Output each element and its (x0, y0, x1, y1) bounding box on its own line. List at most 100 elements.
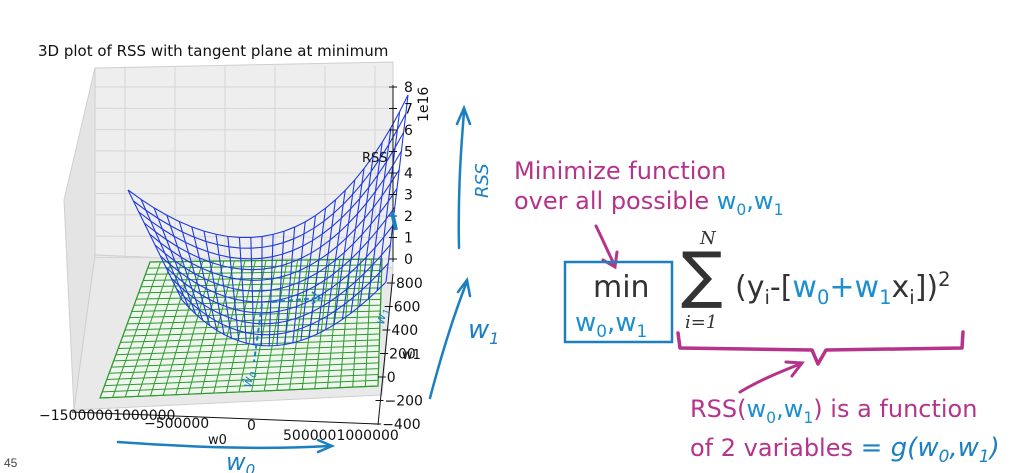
surface-gridline (385, 94, 409, 283)
rss-surface (127, 94, 409, 347)
plane-gridline (352, 259, 362, 388)
surface-gridline (250, 237, 255, 345)
surface-gridline (127, 189, 183, 301)
plane-gridline (106, 368, 379, 380)
z-tick-label: 5 (404, 145, 413, 161)
w1-handwritten-label: w1 (468, 315, 499, 348)
w0-tick-4: 5000001000000 (283, 428, 399, 444)
z-tick-label: 0 (404, 252, 413, 268)
surface-gridline (292, 221, 306, 343)
plane-gridline (251, 260, 278, 392)
w0-axis-line (71, 411, 379, 425)
rss-formula: min w0,w1 N ∑ i=1 (yi-[w0+w1xi])2 (565, 228, 985, 348)
back-gridline (94, 171, 394, 174)
w0-tick-3: 0 (247, 418, 256, 434)
z-tick-label: 2 (404, 209, 413, 225)
plane-gridline (113, 350, 380, 362)
minimize-note-line2: over all possible w0,w1 (514, 187, 784, 219)
plane-gridline (99, 385, 379, 399)
rss-handwritten-label: RSS (472, 163, 493, 198)
surface-gridline (341, 168, 365, 320)
plane-gridline (339, 259, 351, 388)
back-gridline (94, 235, 394, 238)
surface-gridline (308, 208, 327, 338)
formula-body: (yi-[w0+w1xi])2 (735, 268, 951, 309)
plane-gridline (377, 258, 383, 387)
plane-gridline (263, 260, 288, 391)
z-axis-ticks: 8 7 6 5 4 3 2 1 0 (389, 80, 413, 268)
surface-gridline (153, 207, 197, 315)
plot-title: 3D plot of RSS with tangent plane at min… (38, 42, 389, 60)
w0-axis-label: w0 (208, 433, 227, 448)
w1-axis-line (377, 273, 394, 426)
back-gridline (94, 150, 394, 152)
surface-gridline (268, 234, 274, 346)
w1-tick-label: 400 (391, 323, 418, 339)
surface-gridline (359, 142, 383, 307)
surface-gridline (284, 227, 296, 345)
plane-gridline (120, 333, 380, 343)
plane-gridline (276, 260, 299, 391)
plane-gridline (289, 259, 309, 390)
min-box (563, 260, 674, 344)
surface-mark (390, 211, 398, 231)
minimize-note-line1: Minimize function (514, 157, 727, 185)
z-tick-label: 1 (404, 231, 413, 247)
surface-gridline (376, 111, 401, 291)
plane-gridline (109, 362, 379, 374)
surface-gridline (316, 199, 337, 335)
w1-tick-label: 0 (387, 370, 396, 386)
surface-gridline (166, 215, 204, 321)
w1-axis-label: w1 (402, 348, 421, 363)
surface-gridline (191, 226, 218, 331)
w0-tick-1: −15000001000000 (39, 408, 175, 424)
plane-gridline (124, 322, 381, 331)
plane-gridline (115, 345, 380, 356)
formula-sum-symbol: ∑ (681, 238, 723, 311)
magenta-brace (676, 330, 965, 366)
w1-arrow (428, 276, 472, 400)
w0-arrow (116, 438, 336, 454)
w0-handwritten-label: w0 (226, 448, 255, 473)
surface-gridline (238, 237, 247, 344)
surface-gridline (367, 127, 392, 299)
z-tick-label: 3 (404, 188, 413, 204)
z-axis-label: RSS (362, 151, 388, 166)
rss-function-note: RSS(w0,w1) is a function of 2 variables … (690, 394, 1000, 471)
slide-number: 45 (4, 456, 18, 470)
z-tick-label: 4 (404, 166, 413, 182)
surface-gridline (276, 231, 285, 346)
g-handwritten: = g(w0,w1) (860, 432, 1000, 466)
plane-gridline (102, 379, 379, 393)
w0-tick-2: −500000 (144, 416, 209, 432)
z-tick-label: 8 (404, 80, 413, 96)
formula-min-subscript: w0,w1 (575, 308, 648, 342)
surface-gridline (140, 199, 190, 308)
minimize-note: Minimize function over all possible w0,w… (514, 156, 783, 225)
w1-small-label: w1 (373, 307, 393, 326)
surface-gridline (215, 234, 232, 339)
w1-tick-label: −400 (382, 417, 420, 433)
formula-sum-top: N (700, 228, 716, 249)
surface-gridline (325, 190, 346, 330)
w1-tick-label: 800 (396, 276, 423, 292)
back-gridline (94, 193, 394, 195)
w1-minimum-dash (271, 291, 322, 305)
w1-tick-label: −200 (385, 394, 423, 410)
surface-gridline (300, 215, 317, 341)
formula-sum-bottom: i=1 (685, 312, 718, 333)
z-axis-scale: 1e16 (416, 87, 432, 122)
rss-function-note-line2: of 2 variables = g(w0,w1) (690, 432, 1000, 466)
z-tick-label: 7 (404, 102, 413, 118)
surface-gridline (227, 236, 240, 341)
w1-tick-label: 600 (394, 300, 421, 316)
w0-small-label: ŵ0 (240, 370, 260, 389)
formula-min: min (593, 270, 650, 305)
surface-gridline (178, 221, 211, 326)
rss-arrow (455, 104, 472, 250)
z-tick-label: 6 (404, 123, 413, 139)
surface-gridline (333, 179, 356, 325)
surface-gridline (260, 236, 263, 346)
